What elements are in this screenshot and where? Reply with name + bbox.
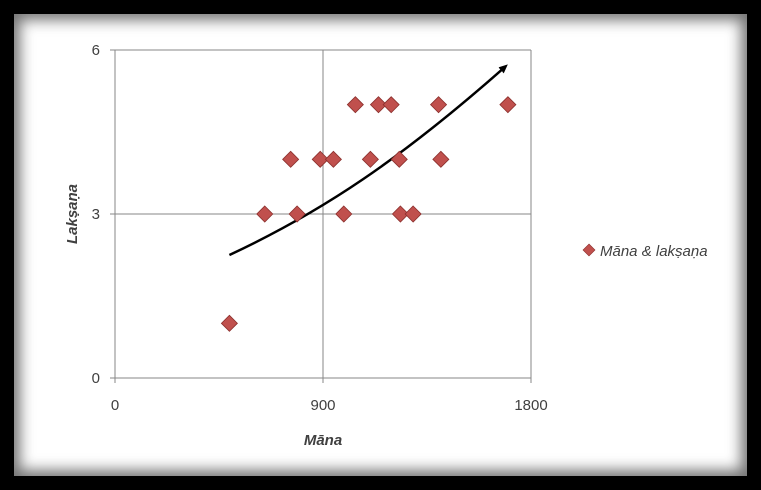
axes (110, 49, 532, 383)
data-point (390, 150, 408, 168)
data-point (311, 150, 329, 168)
trend-arrow (228, 64, 508, 257)
data-point (220, 314, 238, 332)
data-point (391, 205, 409, 223)
data-point (335, 205, 353, 223)
tick-labels: 0 900 1800 0 3 6 (92, 42, 548, 414)
y-tick-label: 3 (92, 206, 100, 223)
y-tick-label: 6 (92, 42, 100, 59)
trend-arrow-path (228, 64, 508, 257)
data-points (220, 96, 517, 332)
data-point (429, 96, 448, 114)
data-point (432, 150, 450, 168)
data-point (369, 96, 388, 114)
gridlines (115, 49, 532, 378)
chart-frame-inner (14, 14, 747, 476)
legend: Māna & lakṣaṇa (582, 243, 708, 260)
data-point (361, 150, 379, 168)
x-tick-label: 0 (111, 397, 119, 414)
data-point (346, 96, 364, 114)
data-point (404, 205, 422, 223)
data-point (324, 150, 342, 168)
legend-marker (582, 243, 596, 257)
x-axis-title: Māna (304, 432, 342, 449)
data-point (282, 150, 300, 168)
legend-label: Māna & lakṣaṇa (600, 243, 708, 260)
data-point (288, 205, 306, 223)
data-point (499, 96, 517, 114)
data-point (256, 205, 274, 223)
x-tick-label: 900 (310, 397, 335, 414)
y-tick-label: 0 (92, 370, 100, 387)
x-tick-label: 1800 (514, 397, 547, 414)
data-point (382, 96, 400, 114)
y-axis-title: Lakṣaṇa (64, 184, 81, 244)
